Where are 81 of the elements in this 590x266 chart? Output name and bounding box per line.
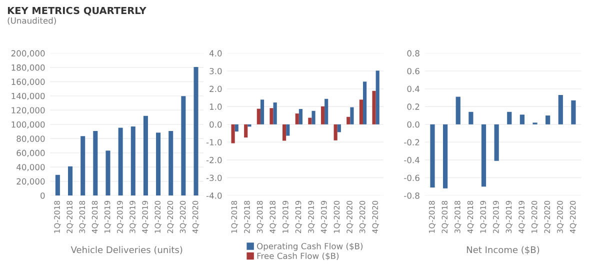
- bar: [298, 109, 303, 124]
- bar: [359, 100, 363, 124]
- bar: [143, 116, 148, 196]
- y-tick-label: 4.0: [209, 50, 222, 56]
- bar: [273, 102, 277, 124]
- bar: [286, 124, 290, 136]
- bar: [430, 124, 435, 188]
- y-tick-label: 160,000: [12, 78, 45, 86]
- x-axis-title: Vehicle Deliveries (units): [70, 246, 182, 254]
- y-tick-label: -4.0: [206, 192, 222, 199]
- y-tick-label: 0.8: [407, 50, 420, 56]
- bar: [194, 67, 198, 196]
- y-tick-label: 40,000: [16, 164, 45, 172]
- y-tick-label: 0.2: [407, 104, 420, 110]
- y-tick-label: 3.0: [210, 68, 222, 74]
- y-tick-label: 180,000: [12, 64, 45, 72]
- bar: [282, 124, 286, 141]
- bar: [80, 136, 86, 196]
- bar: [443, 124, 448, 188]
- bar: [456, 96, 460, 124]
- bar: [546, 115, 550, 124]
- bar: [244, 124, 248, 138]
- y-tick-label: 140,000: [12, 92, 45, 100]
- bar: [234, 124, 238, 132]
- bar: [168, 131, 174, 196]
- y-tick-label: -0.4: [404, 156, 420, 164]
- bar: [55, 174, 60, 196]
- bar: [334, 124, 338, 140]
- bar: [312, 110, 316, 124]
- bar: [346, 116, 350, 124]
- y-tick-label: -0.2: [404, 139, 420, 146]
- bar: [468, 112, 474, 124]
- bar: [231, 124, 235, 144]
- legend-label: Operating Cash Flow ($B): [257, 242, 363, 251]
- y-tick-label: 20,000: [16, 178, 45, 186]
- chart-title: KEY METRICS QUARTERLY: [8, 6, 146, 16]
- y-tick-label: 60,000: [16, 150, 45, 157]
- bar: [520, 114, 525, 124]
- y-tick-label: -3.0: [206, 174, 222, 182]
- y-tick-label: -1.0: [206, 139, 222, 146]
- bar: [256, 108, 260, 124]
- bar: [507, 112, 512, 124]
- x-axis-title: Net Income ($B): [466, 246, 540, 254]
- y-tick-label: 80,000: [16, 136, 45, 143]
- bar: [181, 96, 186, 196]
- legend-label: Free Cash Flow ($B): [257, 252, 339, 260]
- bar: [295, 114, 299, 124]
- y-tick-label: 0.0: [407, 121, 420, 128]
- y-tick-label: 1.0: [210, 104, 222, 110]
- bar: [156, 132, 161, 196]
- bar: [106, 150, 110, 196]
- bar: [362, 82, 367, 124]
- y-tick-label: 0: [40, 192, 45, 199]
- bar: [558, 95, 563, 124]
- bar: [118, 128, 123, 196]
- y-tick-label: 0.4: [407, 86, 420, 92]
- y-tick-label: 2.0: [210, 86, 222, 92]
- y-tick-label: 100,000: [12, 121, 45, 128]
- y-tick-label: -0.6: [404, 174, 420, 182]
- y-tick-label: -0.8: [404, 192, 420, 199]
- y-tick-label: -2.0: [206, 156, 222, 164]
- bar: [571, 100, 576, 124]
- bar: [372, 90, 376, 124]
- bar: [494, 124, 499, 161]
- bar: [93, 130, 98, 196]
- y-tick-label: 200,000: [11, 50, 45, 58]
- y-tick-label: 0.6: [407, 68, 420, 74]
- bar: [376, 70, 380, 124]
- bar: [481, 124, 486, 187]
- bar: [337, 124, 341, 132]
- bar: [324, 98, 328, 124]
- bar: [350, 107, 354, 124]
- bar: [308, 118, 312, 124]
- bar: [260, 100, 264, 124]
- bar: [68, 166, 73, 196]
- bar: [320, 106, 325, 124]
- bar: [270, 108, 274, 124]
- y-tick-label: 0.0: [210, 121, 222, 128]
- y-tick-label: 120,000: [12, 107, 45, 114]
- chart-subtitle: (Unaudited): [8, 17, 56, 25]
- bar: [130, 126, 136, 196]
